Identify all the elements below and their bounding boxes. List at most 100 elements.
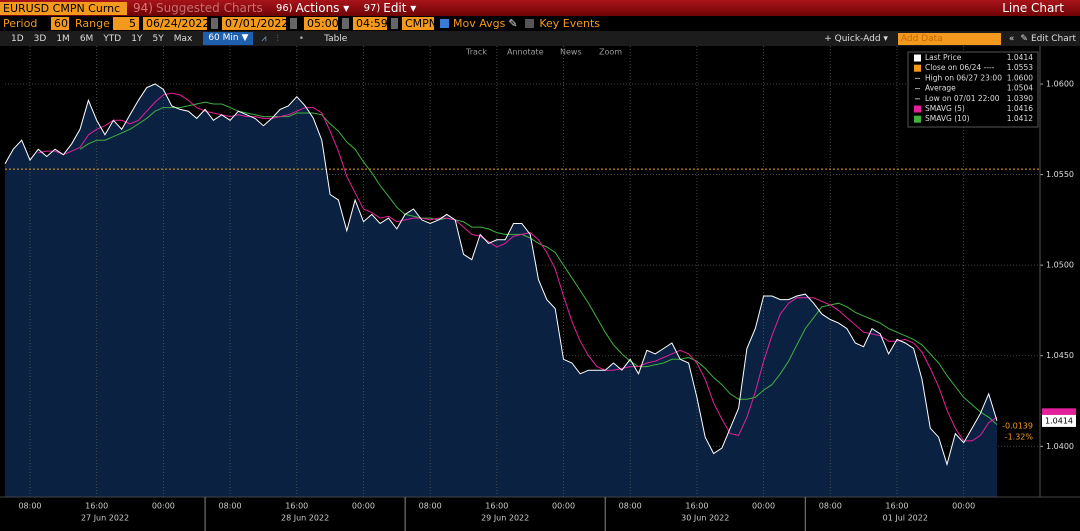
input[interactable]: 07/01/2022 [222, 17, 288, 30]
range-button[interactable]: YTD [103, 33, 122, 44]
label: Period [3, 17, 38, 30]
range-button[interactable]: 1M [56, 33, 70, 44]
legend-swatch [914, 64, 921, 72]
ticker[interactable]: EURUSD CMPN Curnc [0, 1, 127, 15]
price-tag-label: 1.0414 [1045, 416, 1073, 425]
range-button[interactable]: 5Y [152, 33, 164, 44]
separator [211, 18, 218, 29]
range-button[interactable]: 3D [33, 33, 47, 44]
legend-label: Average [925, 84, 956, 93]
icon[interactable]: ✎ [508, 17, 518, 30]
tool[interactable]: News [560, 48, 582, 57]
input[interactable]: CMPN [402, 17, 437, 30]
label[interactable]: Mov Avgs [453, 17, 506, 30]
label[interactable]: Key Events [539, 17, 601, 30]
day-label: 29 Jun 2022 [481, 514, 529, 523]
y-tick-label: 1.0500 [1046, 261, 1074, 270]
legend-value: 1.0504 [1007, 84, 1033, 93]
button[interactable]: Table [324, 33, 348, 44]
legend-value: 1.0390 [1007, 94, 1033, 103]
legend-value: 1.0412 [1007, 114, 1033, 123]
day-label: 01 Jul 2022 [883, 514, 928, 523]
legend-swatch [914, 115, 921, 123]
menu-key: 96) [275, 2, 293, 14]
legend-label: High on 06/27 23:00 [925, 73, 1002, 82]
input[interactable]: 5 [113, 17, 139, 30]
checkbox[interactable] [525, 19, 535, 28]
x-tick-label: 08:00 [18, 502, 41, 511]
legend-label: SMAVG (10) [925, 114, 970, 123]
change-pct: -1.32% [1005, 432, 1034, 441]
separator [290, 18, 297, 29]
day-label: 27 Jun 2022 [81, 514, 129, 523]
menu-item[interactable]: Suggested Charts [155, 1, 263, 15]
icon[interactable]: « [1008, 33, 1015, 44]
price-area [5, 84, 997, 497]
y-tick-label: 1.0450 [1046, 351, 1074, 360]
day-label: 28 Jun 2022 [281, 514, 329, 523]
toolbar: 1D 3D 1M 6M YTD 1Y 5Y Max 60 Min ▼ ⩘ ⫶ • Table … [0, 31, 1080, 46]
x-tick-label: 08:00 [619, 502, 642, 511]
legend-value: 1.0416 [1007, 104, 1033, 113]
x-tick-label: 16:00 [85, 502, 108, 511]
x-tick-label: 00:00 [152, 502, 175, 511]
x-tick-label: 16:00 [285, 502, 308, 511]
interval[interactable]: 60 Min ▼ [203, 32, 254, 45]
tool[interactable]: Zoom [599, 48, 622, 57]
legend-swatch [914, 105, 921, 113]
sma-line [38, 92, 998, 442]
tool[interactable]: Track [465, 48, 487, 57]
input[interactable]: 04:59 [353, 17, 388, 30]
settings-bar: Period 60 Range 5 06/24/2022 07/01/2022 … [0, 16, 1080, 31]
icon[interactable]: • [298, 33, 305, 44]
range-button[interactable]: 6M [79, 33, 94, 44]
input[interactable]: Add Data [897, 32, 1001, 45]
icon[interactable]: ⫶ [276, 33, 279, 44]
legend-value: 1.0553 [1007, 63, 1033, 72]
legend-label: Low on 07/01 22:00 [925, 94, 1000, 103]
legend-swatch [914, 54, 921, 62]
button[interactable]: + Quick-Add ▾ [824, 33, 888, 44]
x-tick-label: 00:00 [552, 502, 575, 511]
y-tick-label: 1.0600 [1046, 80, 1074, 89]
input[interactable]: 06/24/2022 [143, 17, 209, 30]
price-line [4, 83, 998, 467]
tool[interactable]: Annotate [507, 48, 544, 57]
range-buttons: 1D 3D 1M 6M YTD 1Y 5Y Max [6, 34, 197, 44]
input[interactable]: 05:00 [304, 17, 339, 30]
input[interactable]: 60 [51, 17, 69, 30]
range-button[interactable]: Max [173, 33, 193, 44]
x-tick-label: 00:00 [352, 502, 375, 511]
title-bar: EURUSD CMPN Curnc 94) Suggested Charts 9… [0, 0, 1080, 16]
label: Range [75, 17, 110, 30]
x-tick-label: 00:00 [752, 502, 775, 511]
menu-key: 97) [363, 2, 381, 14]
icon[interactable]: ✎ [1020, 33, 1028, 44]
sma-line [79, 101, 998, 425]
menu-item[interactable]: Edit ▾ [383, 1, 417, 15]
x-tick-label: 08:00 [819, 502, 842, 511]
menu-item[interactable]: Actions ▾ [295, 1, 350, 15]
legend-value: 1.0600 [1007, 73, 1033, 82]
icon[interactable]: ⩘ [261, 33, 267, 44]
legend-value: 1.0414 [1007, 53, 1033, 62]
x-tick-label: 08:00 [219, 502, 242, 511]
legend-label: Close on 06/24 ---- [925, 63, 995, 72]
legend: Last Price 1.0414 Close on 06/24 ---- 1.055… [907, 51, 1039, 128]
day-label: 30 Jun 2022 [681, 514, 729, 523]
button[interactable]: Edit Chart [1030, 33, 1076, 44]
range-button[interactable]: 1D [11, 33, 24, 44]
legend-box [907, 51, 1039, 128]
checkbox[interactable] [440, 19, 449, 28]
y-tick-label: 1.0400 [1046, 442, 1074, 451]
legend-label: SMAVG (5) [925, 104, 965, 113]
x-tick-label: 16:00 [885, 502, 908, 511]
legend-label: Last Price [925, 53, 962, 62]
change: -0.0139 [1002, 421, 1033, 430]
view-name: Line Chart [1002, 1, 1064, 15]
x-tick-label: 08:00 [419, 502, 442, 511]
x-tick-label: 16:00 [685, 502, 708, 511]
price-tag [1042, 414, 1076, 427]
range-button[interactable]: 1Y [131, 33, 143, 44]
